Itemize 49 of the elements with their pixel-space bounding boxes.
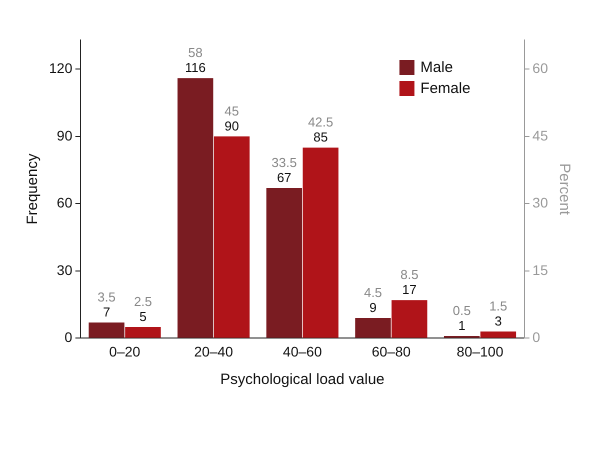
- annotation: 8.5: [400, 267, 418, 282]
- y2-axis-title: Percent: [556, 163, 573, 216]
- x-tick-label: 40–60: [282, 343, 322, 360]
- annotation: 45: [224, 103, 240, 118]
- x-axis-title: Psychological load value: [220, 371, 385, 388]
- annotation: 2.5: [134, 294, 152, 310]
- data-label: 5: [139, 309, 147, 324]
- annotation: 0.5: [452, 303, 471, 318]
- data-label: 67: [276, 170, 292, 186]
- data-label: 85: [313, 130, 328, 145]
- annotation: 58: [188, 45, 203, 60]
- y-tick-label: 30: [56, 262, 73, 278]
- legend-label: Female: [420, 80, 470, 98]
- annotation: 4.5: [364, 285, 382, 300]
- bar: [125, 326, 161, 338]
- data-label: 7: [102, 304, 110, 320]
- annotation: 3.5: [98, 290, 116, 305]
- y-tick-label: 120: [49, 60, 73, 76]
- annotation: 33.5: [272, 155, 297, 170]
- bar: [214, 136, 250, 338]
- data-label: 116: [185, 60, 206, 76]
- data-label: 1: [458, 318, 466, 334]
- data-label: 17: [402, 282, 417, 298]
- y-axis-title: Frequency: [24, 153, 42, 225]
- bar: [480, 331, 516, 338]
- y-tick-label: 90: [56, 127, 73, 144]
- bar: [392, 300, 428, 338]
- annotation: 1.5: [489, 298, 508, 314]
- y2-tick-label: 60: [532, 60, 548, 76]
- bar: [88, 322, 124, 338]
- x-tick-label: 80–100: [456, 343, 504, 360]
- x-tick-label: 20–40: [194, 343, 234, 360]
- annotation: 42.5: [308, 114, 334, 130]
- data-label: 9: [369, 300, 377, 316]
- bar: [355, 318, 391, 338]
- legend-label: Male: [420, 59, 453, 76]
- data-label: 3: [494, 314, 502, 329]
- y2-tick-label: 15: [532, 262, 548, 278]
- bar: [266, 188, 302, 338]
- y-tick-label: 60: [56, 194, 73, 211]
- y2-tick-label: 0: [532, 329, 540, 346]
- x-tick-label: 0–20: [109, 343, 141, 360]
- bar: [178, 78, 214, 338]
- y2-tick-label: 30: [532, 194, 548, 211]
- bar: [302, 148, 338, 338]
- y2-tick-label: 45: [532, 127, 548, 144]
- y-tick-label: 0: [64, 329, 73, 346]
- x-tick-label: 60–80: [372, 343, 411, 360]
- data-label: 90: [224, 118, 240, 134]
